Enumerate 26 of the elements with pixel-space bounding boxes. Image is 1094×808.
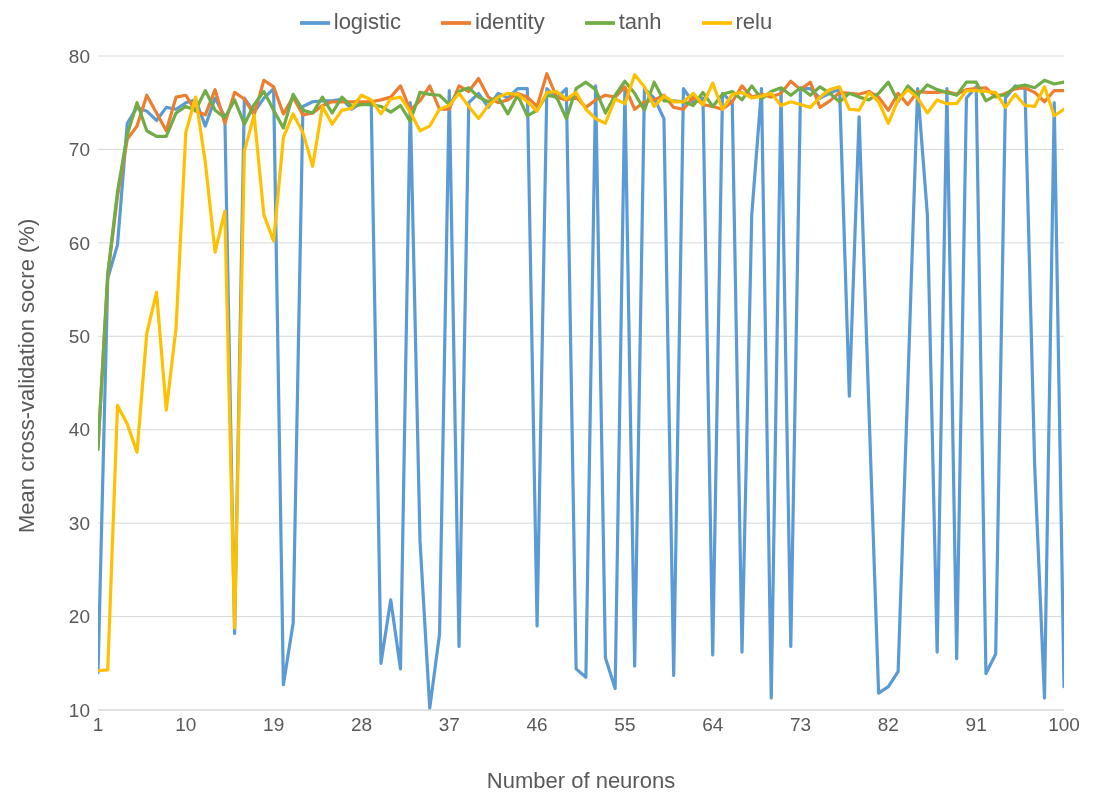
y-axis-title: Mean cross-validation socre (%) <box>13 218 39 533</box>
legend-label: logistic <box>333 8 401 34</box>
x-axis-title: Number of neurons <box>486 768 676 793</box>
y-tick-label: 60 <box>68 232 90 254</box>
y-tick-label: 80 <box>68 45 90 67</box>
x-tick-label: 82 <box>877 714 899 736</box>
y-tick-label: 50 <box>68 326 90 348</box>
x-tick-label: 28 <box>350 714 373 736</box>
y-tick-label: 30 <box>68 512 90 534</box>
y-tick-label: 20 <box>68 606 90 628</box>
x-tick-label: 73 <box>789 714 812 736</box>
x-tick-label: 46 <box>526 714 548 736</box>
y-tick-label: 70 <box>68 139 90 161</box>
x-tick-label: 100 <box>1048 714 1080 736</box>
x-tick-label: 91 <box>965 714 987 736</box>
x-tick-label: 37 <box>438 714 460 736</box>
legend-label: tanh <box>618 8 662 34</box>
x-tick-label: 10 <box>175 714 197 736</box>
x-tick-label: 1 <box>92 714 104 736</box>
legend-label: identity <box>475 8 545 34</box>
x-tick-label: 55 <box>614 714 636 736</box>
x-tick-label: 19 <box>263 714 285 736</box>
y-tick-label: 40 <box>68 419 90 441</box>
x-tick-label: 64 <box>702 714 724 736</box>
y-tick-label: 10 <box>68 699 90 721</box>
legend-label: relu <box>735 8 773 34</box>
